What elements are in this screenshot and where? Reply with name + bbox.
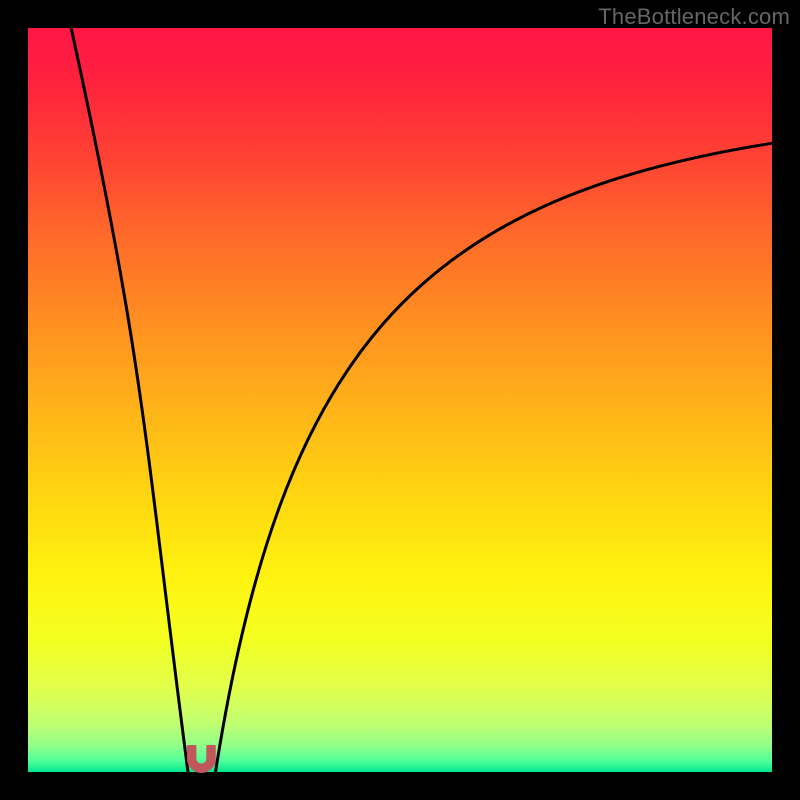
watermark-text: TheBottleneck.com: [598, 4, 790, 30]
chart-container: { "watermark": { "text": "TheBottleneck.…: [0, 0, 800, 800]
bottleneck-chart-svg: [0, 0, 800, 800]
